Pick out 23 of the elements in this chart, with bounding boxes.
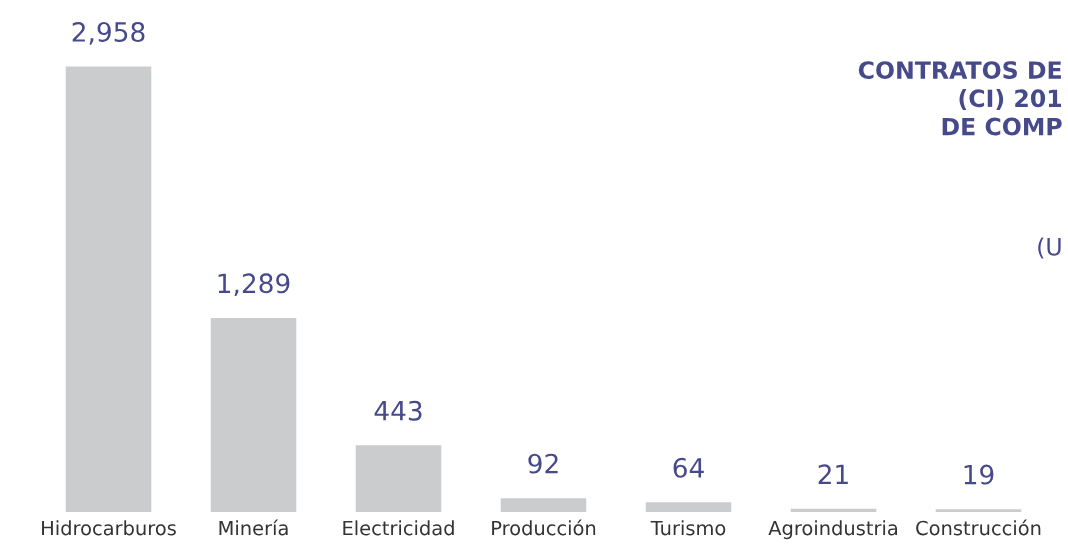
x-tick-label: Turismo xyxy=(650,520,726,536)
x-tick-label: Electricidad xyxy=(343,520,454,536)
bar xyxy=(645,502,732,512)
data-label: 1,289 xyxy=(218,273,290,297)
bar xyxy=(65,66,152,512)
bar xyxy=(210,317,297,512)
bar xyxy=(790,508,877,512)
x-tick-label: Agroindustria xyxy=(768,520,898,540)
x-tick-label: Minería xyxy=(219,519,288,536)
data-label: 19 xyxy=(964,464,994,485)
bar xyxy=(355,445,442,512)
bar xyxy=(935,509,1022,512)
x-tick-label: Producción xyxy=(492,519,596,536)
bar xyxy=(500,498,587,512)
data-label: 443 xyxy=(374,400,422,421)
data-label: 21 xyxy=(818,464,848,484)
data-label: 2,958 xyxy=(72,22,145,45)
x-tick-label: Hidrocarburos xyxy=(42,520,176,536)
data-label: 92 xyxy=(528,453,558,474)
text: (U xyxy=(1038,237,1061,259)
text: CONTRATOS DE (CI) 201 DE COMP xyxy=(858,61,1062,136)
x-tick-label: Construcción xyxy=(916,519,1041,536)
data-label: 64 xyxy=(673,457,704,478)
